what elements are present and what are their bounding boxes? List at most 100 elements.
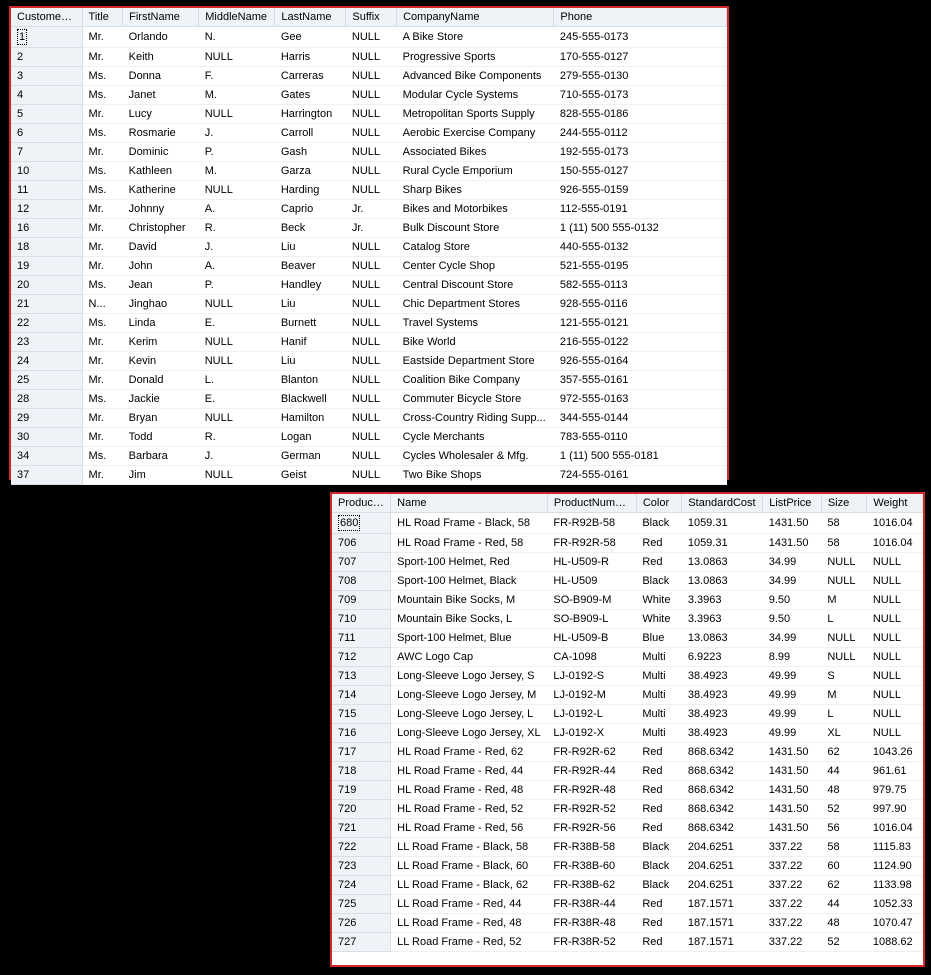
table1-cell[interactable]: Kerim [123, 333, 199, 352]
table1-cell[interactable]: Sharp Bikes [397, 181, 554, 200]
table2-cell[interactable]: 48 [821, 914, 867, 933]
table2-cell[interactable]: 204.6251 [682, 857, 763, 876]
table1-cell[interactable]: Blanton [275, 371, 346, 390]
table2-cell[interactable]: NULL [867, 705, 923, 724]
table1-cell[interactable]: A Bike Store [397, 27, 554, 48]
table1-cell[interactable]: 440-555-0132 [554, 238, 727, 257]
table2-cell[interactable]: Black [636, 838, 682, 857]
table1-cell[interactable]: German [275, 447, 346, 466]
table1-cell[interactable]: Mr. [82, 200, 123, 219]
table2-table[interactable]: ProductIDNameProductNumberColorStandardC… [332, 494, 923, 952]
table2-cell[interactable]: 13.0863 [682, 553, 763, 572]
table1-cell[interactable]: Kevin [123, 352, 199, 371]
table2-cell[interactable]: Red [636, 743, 682, 762]
table2-cell[interactable]: LJ-0192-S [547, 667, 636, 686]
table1-cell[interactable]: NULL [346, 27, 397, 48]
table2-cell[interactable]: NULL [821, 572, 867, 591]
table1-cell[interactable]: Bikes and Motorbikes [397, 200, 554, 219]
table1-cell[interactable]: 3 [11, 67, 82, 86]
table1-row[interactable]: 4Ms.JanetM.GatesNULLModular Cycle System… [11, 86, 727, 105]
table2-cell[interactable]: 337.22 [763, 857, 822, 876]
table1-cell[interactable]: NULL [346, 466, 397, 485]
table1-cell[interactable]: Jr. [346, 219, 397, 238]
table2-cell[interactable]: Multi [636, 648, 682, 667]
table2-cell[interactable]: FR-R92R-52 [547, 800, 636, 819]
table2-cell[interactable]: 1431.50 [763, 534, 822, 553]
table2-cell[interactable]: 727 [332, 933, 391, 952]
table1-cell[interactable]: M. [199, 162, 275, 181]
table1-cell[interactable]: Ms. [82, 86, 123, 105]
table2-cell[interactable]: 709 [332, 591, 391, 610]
table1-cell[interactable]: NULL [346, 257, 397, 276]
table1-cell[interactable]: Hanif [275, 333, 346, 352]
table2-cell[interactable]: Black [636, 857, 682, 876]
table2-cell[interactable]: Multi [636, 667, 682, 686]
table2-cell[interactable]: 58 [821, 838, 867, 857]
table1-cell[interactable]: NULL [346, 352, 397, 371]
table2-cell[interactable]: 868.6342 [682, 762, 763, 781]
table2-cell[interactable]: 1070.47 [867, 914, 923, 933]
table2-cell[interactable]: 8.99 [763, 648, 822, 667]
table2-cell[interactable]: Multi [636, 705, 682, 724]
table2-row[interactable]: 710Mountain Bike Socks, LSO-B909-LWhite3… [332, 610, 923, 629]
table2-cell[interactable]: Mountain Bike Socks, M [391, 591, 548, 610]
table2-cell[interactable]: Mountain Bike Socks, L [391, 610, 548, 629]
table1-cell[interactable]: 1 (11) 500 555-0132 [554, 219, 727, 238]
table1-cell[interactable]: Ms. [82, 124, 123, 143]
table1-cell[interactable]: Eastside Department Store [397, 352, 554, 371]
table1-cell[interactable]: Ms. [82, 314, 123, 333]
table2-column-header[interactable]: Weight [867, 494, 923, 513]
table1-cell[interactable]: Ms. [82, 162, 123, 181]
table1-cell[interactable]: 7 [11, 143, 82, 162]
table1-cell[interactable]: Metropolitan Sports Supply [397, 105, 554, 124]
table2-row[interactable]: 721HL Road Frame - Red, 56FR-R92R-56Red8… [332, 819, 923, 838]
table2-cell[interactable]: 34.99 [763, 572, 822, 591]
table1-cell[interactable]: 10 [11, 162, 82, 181]
table1-table[interactable]: CustomerIDTitleFirstNameMiddleNameLastNa… [11, 8, 727, 485]
table1-cell[interactable]: NULL [199, 333, 275, 352]
table2-cell[interactable]: 3.3963 [682, 610, 763, 629]
table2-cell[interactable]: Multi [636, 686, 682, 705]
table1-cell[interactable]: 12 [11, 200, 82, 219]
table1-cell[interactable]: John [123, 257, 199, 276]
table1-cell[interactable]: 28 [11, 390, 82, 409]
table1-cell[interactable]: Donald [123, 371, 199, 390]
table2-cell[interactable]: LJ-0192-M [547, 686, 636, 705]
table1-cell[interactable]: NULL [346, 238, 397, 257]
table1-cell[interactable]: 20 [11, 276, 82, 295]
table2-cell[interactable]: 187.1571 [682, 895, 763, 914]
table1-cell[interactable]: NULL [346, 67, 397, 86]
table1-row[interactable]: 30Mr.ToddR.LoganNULLCycle Merchants783-5… [11, 428, 727, 447]
table1-row[interactable]: 25Mr.DonaldL.BlantonNULLCoalition Bike C… [11, 371, 727, 390]
table2-cell[interactable]: 979.75 [867, 781, 923, 800]
table2-row[interactable]: 709Mountain Bike Socks, MSO-B909-MWhite3… [332, 591, 923, 610]
table2-cell[interactable]: NULL [867, 591, 923, 610]
table1-cell[interactable]: Mr. [82, 257, 123, 276]
table2-cell[interactable]: Multi [636, 724, 682, 743]
table2-cell[interactable]: XL [821, 724, 867, 743]
table1-cell[interactable]: 11 [11, 181, 82, 200]
table2-cell[interactable]: 707 [332, 553, 391, 572]
table1-cell[interactable]: NULL [346, 295, 397, 314]
table1-cell[interactable]: Rosmarie [123, 124, 199, 143]
table2-cell[interactable]: FR-R38R-44 [547, 895, 636, 914]
table1-cell[interactable]: Catalog Store [397, 238, 554, 257]
table2-cell[interactable]: 719 [332, 781, 391, 800]
table1-cell[interactable]: Hamilton [275, 409, 346, 428]
table2-cell[interactable]: 49.99 [763, 705, 822, 724]
table2-cell[interactable]: 1431.50 [763, 819, 822, 838]
table2-cell[interactable]: 52 [821, 933, 867, 952]
table2-cell[interactable]: HL Road Frame - Red, 48 [391, 781, 548, 800]
table1-cell[interactable]: Cycle Merchants [397, 428, 554, 447]
table1-cell[interactable]: Jr. [346, 200, 397, 219]
table2-cell[interactable]: Red [636, 762, 682, 781]
table1-column-header[interactable]: Suffix [346, 8, 397, 27]
table1-cell[interactable]: 23 [11, 333, 82, 352]
table1-cell[interactable]: Center Cycle Shop [397, 257, 554, 276]
table1-cell[interactable]: Cross-Country Riding Supp... [397, 409, 554, 428]
table2-cell[interactable]: NULL [867, 648, 923, 667]
table1-cell[interactable]: Mr. [82, 333, 123, 352]
table2-cell[interactable]: 62 [821, 876, 867, 895]
table2-cell[interactable]: 711 [332, 629, 391, 648]
table2-cell[interactable]: M [821, 686, 867, 705]
